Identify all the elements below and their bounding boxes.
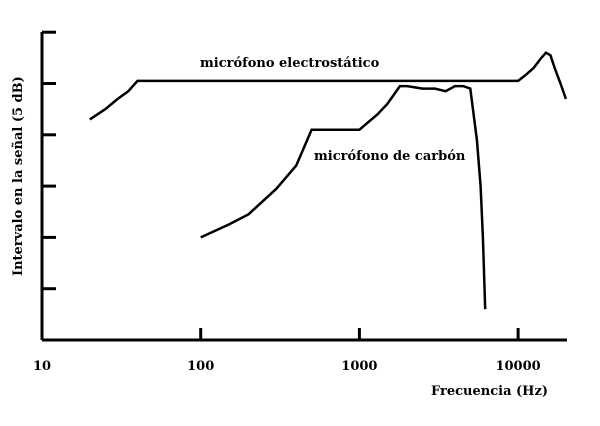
x-tick-label: 10000	[495, 359, 540, 374]
series-lines	[89, 51, 568, 310]
y-ticks	[42, 30, 56, 291]
series-label-carbon: micrófono de carbón	[314, 149, 466, 164]
series-label-electrostatic: micrófono electrostático	[200, 56, 380, 71]
x-tick-label: 10	[33, 359, 51, 374]
series-line-carbon	[200, 84, 487, 310]
x-axis-label: Frecuencia (Hz)	[431, 384, 548, 399]
series-line-electrostatic	[89, 51, 568, 121]
x-ticks	[199, 328, 520, 340]
x-tick-label: 1000	[341, 359, 377, 374]
x-tick-labels: 10 100 1000 10000	[33, 359, 541, 374]
x-tick-label: 100	[187, 359, 214, 374]
y-axis-label: Intervalo en la señal (5 dB)	[11, 76, 26, 276]
